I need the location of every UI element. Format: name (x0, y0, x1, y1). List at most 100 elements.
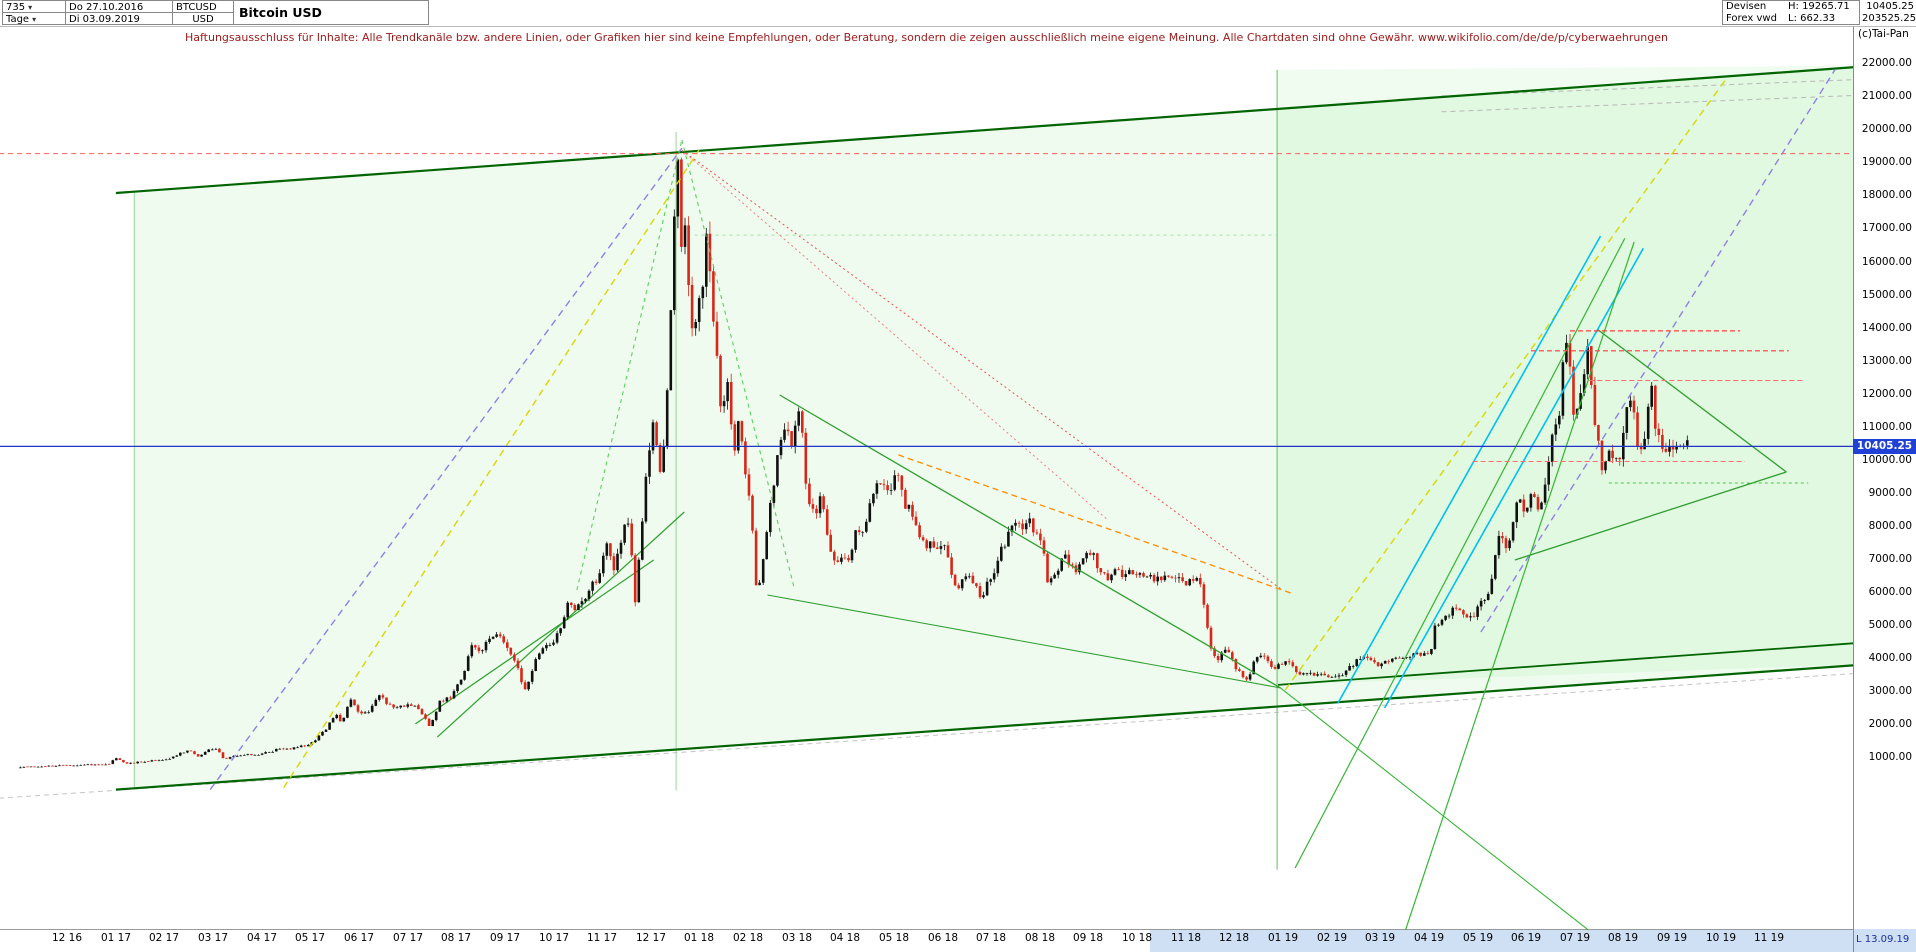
trend-line (779, 394, 1281, 689)
trend-line (1337, 235, 1602, 704)
trend-line (681, 149, 1281, 590)
x-axis-label: 06 19 (1510, 932, 1542, 944)
x-axis-label: 09 17 (489, 932, 521, 944)
trend-line (115, 66, 1853, 195)
trend-line (1280, 687, 1589, 931)
trend-line (1514, 471, 1787, 561)
trend-line (576, 139, 683, 591)
x-axis-label: 04 17 (246, 932, 278, 944)
y-axis-label: 13000.00 (1861, 355, 1912, 367)
x-axis-label: 08 19 (1607, 932, 1639, 944)
trend-line (681, 139, 795, 589)
y-axis-label: 16000.00 (1861, 256, 1912, 268)
y-axis-label: 12000.00 (1861, 388, 1912, 400)
trend-line (681, 149, 1109, 521)
x-axis-label: 12 16 (51, 932, 83, 944)
price-axis[interactable]: 22000.00 21000.00 20000.00 19000.00 18000.00… (1853, 0, 1916, 952)
x-axis-label: 02 17 (148, 932, 180, 944)
trend-line (1284, 79, 1727, 691)
x-axis-label: 03 19 (1364, 932, 1396, 944)
trend-channel-region (134, 67, 1853, 789)
date-axis-line (0, 929, 1853, 930)
trend-line (1441, 79, 1853, 97)
x-axis-label: 07 18 (975, 932, 1007, 944)
y-axis-label: 3000.00 (1868, 685, 1912, 697)
x-axis-label: 11 17 (586, 932, 618, 944)
x-axis-label: 09 19 (1656, 932, 1688, 944)
x-axis-label: 10 19 (1705, 932, 1737, 944)
x-axis-label: 02 18 (732, 932, 764, 944)
trend-line (209, 147, 683, 791)
x-axis-label: 05 18 (878, 932, 910, 944)
x-axis-label: 06 18 (927, 932, 959, 944)
currency-label: USD (172, 12, 234, 25)
copyright-label: (c)Tai-Pan (1858, 28, 1909, 40)
trend-channel-region (1277, 65, 1853, 685)
y-axis-label: 17000.00 (1861, 222, 1912, 234)
trend-line (115, 664, 1853, 791)
x-axis-label: 10 17 (538, 932, 570, 944)
x-axis-label: 08 17 (440, 932, 472, 944)
x-axis-label: 08 18 (1024, 932, 1056, 944)
chart-title: Bitcoin USD (233, 0, 429, 25)
header-divider (0, 26, 1916, 27)
x-axis-label: 09 18 (1072, 932, 1104, 944)
x-axis-label: 04 18 (829, 932, 861, 944)
low-label: L: 662.33 (1788, 13, 1836, 24)
last-price-label: 10405.25 (1866, 1, 1914, 12)
chart-header: 735 ▾ Tage ▾ Do 27.10.2016 Di 03.09.2019 B… (0, 0, 1916, 26)
y-axis-label: 4000.00 (1868, 652, 1912, 664)
y-axis-label: 10000.00 (1861, 454, 1912, 466)
market-label: Devisen (1726, 1, 1767, 12)
volume-label: 203525.25 (1862, 13, 1916, 24)
trend-line (1278, 642, 1853, 686)
trend-line (767, 594, 1281, 689)
x-axis-label: 01 18 (683, 932, 715, 944)
y-axis-label: 6000.00 (1868, 586, 1912, 598)
trend-line (1597, 329, 1787, 473)
trend-line (1294, 238, 1626, 869)
date-axis-highlight-strip (1150, 929, 1916, 952)
x-axis-label: 11 19 (1753, 932, 1785, 944)
timeframe-dropdown[interactable]: Tage ▾ (2, 12, 66, 25)
last-price-badge: 10405.25 (1853, 439, 1916, 454)
x-axis-label: 03 18 (781, 932, 813, 944)
x-axis-label: 05 19 (1462, 932, 1494, 944)
chart-canvas[interactable] (0, 26, 1853, 952)
chevron-down-icon: ▾ (28, 3, 33, 12)
end-date-label: Di 03.09.2019 (65, 12, 173, 25)
candle-bodies-up (19, 159, 1689, 769)
x-axis-label: 04 19 (1413, 932, 1445, 944)
trend-line (283, 149, 700, 789)
trend-line (1383, 247, 1644, 709)
y-axis-label: 14000.00 (1861, 322, 1912, 334)
high-label: H: 19265.71 (1788, 1, 1850, 12)
x-axis-label: 05 17 (294, 932, 326, 944)
y-axis-label: 20000.00 (1861, 123, 1912, 135)
x-axis-label: 01 17 (100, 932, 132, 944)
trend-line (1480, 69, 1836, 633)
y-axis-label: 7000.00 (1868, 553, 1912, 565)
y-axis-label: 18000.00 (1861, 189, 1912, 201)
y-axis-label: 11000.00 (1861, 421, 1912, 433)
y-axis-label: 19000.00 (1861, 156, 1912, 168)
x-axis-label: 07 17 (392, 932, 424, 944)
trend-line (1441, 95, 1853, 113)
y-axis-label: 5000.00 (1868, 619, 1912, 631)
y-axis-label: 22000.00 (1861, 57, 1912, 69)
x-axis-label: 03 17 (197, 932, 229, 944)
trend-line (1404, 241, 1635, 931)
footer-last-date: L 13.09.19 (1856, 934, 1910, 945)
chevron-down-icon: ▾ (32, 15, 37, 24)
x-axis-label: 02 19 (1316, 932, 1348, 944)
y-axis-label: 2000.00 (1868, 718, 1912, 730)
y-axis-label: 21000.00 (1861, 90, 1912, 102)
disclaimer-text: Haftungsausschluss für Inhalte: Alle Tre… (184, 31, 1669, 44)
x-axis-label: 06 17 (343, 932, 375, 944)
feed-label: Forex vwd (1726, 13, 1777, 24)
x-axis-label: 07 19 (1559, 932, 1591, 944)
bars-count-value: 735 (6, 2, 26, 13)
y-axis-label: 8000.00 (1868, 520, 1912, 532)
x-axis-label: 10 18 (1121, 932, 1153, 944)
y-axis-label: 9000.00 (1868, 487, 1912, 499)
